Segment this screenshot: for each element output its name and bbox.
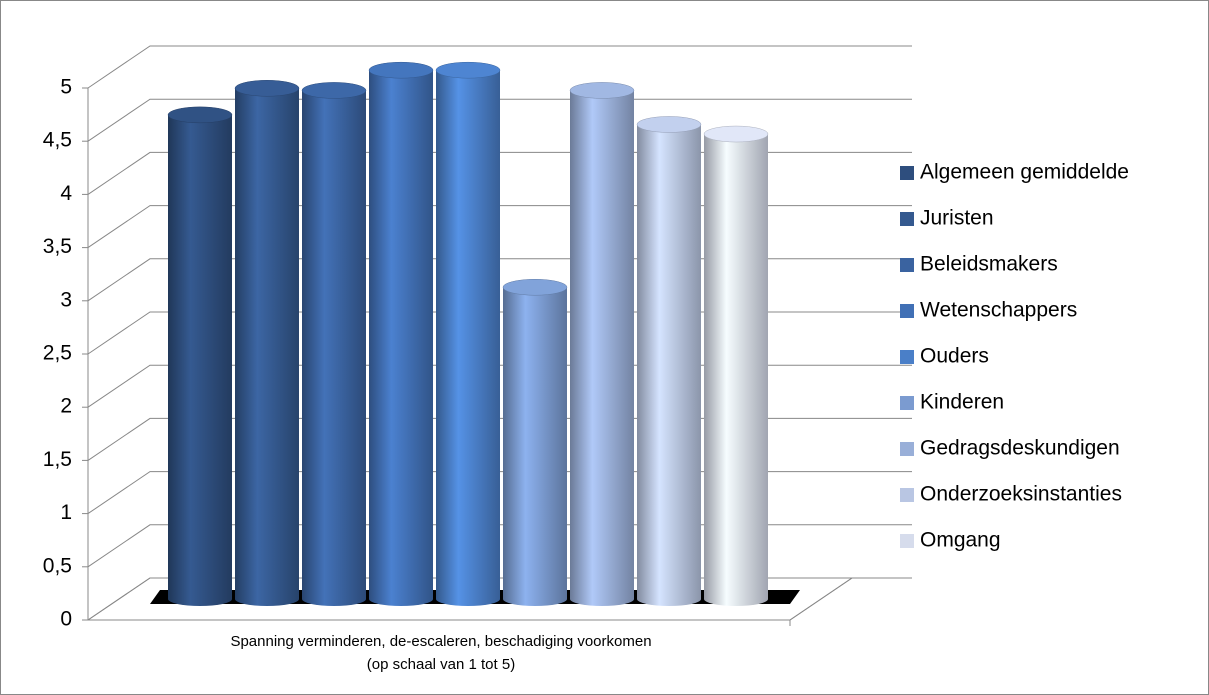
bar-top xyxy=(636,116,702,133)
bar xyxy=(570,90,634,600)
bar-top xyxy=(301,82,367,99)
bar xyxy=(369,70,433,599)
y-tick-label: 4,5 xyxy=(43,129,72,152)
y-tick-label: 5 xyxy=(60,76,72,99)
legend-swatch xyxy=(900,488,914,502)
bar-top xyxy=(569,82,635,99)
legend-label: Ouders xyxy=(920,345,989,368)
bar xyxy=(302,90,366,600)
x-axis-label: (op schaal van 1 tot 5) xyxy=(367,656,515,673)
y-tick-label: 1 xyxy=(60,501,72,524)
legend-label: Algemeen gemiddelde xyxy=(920,161,1129,184)
legend-swatch xyxy=(900,166,914,180)
grid-line xyxy=(87,45,912,89)
legend-swatch xyxy=(900,534,914,548)
legend-swatch xyxy=(900,350,914,364)
bar xyxy=(637,124,701,600)
bar xyxy=(235,88,299,599)
legend-swatch xyxy=(900,258,914,272)
bar-top xyxy=(703,125,769,143)
y-tick-label: 1,5 xyxy=(43,448,72,471)
bar xyxy=(503,287,567,599)
y-tick-label: 3 xyxy=(60,288,72,311)
legend-swatch xyxy=(900,396,914,410)
y-tick-label: 0,5 xyxy=(43,554,72,577)
y-tick-label: 4 xyxy=(60,182,72,205)
bar-top xyxy=(368,61,434,79)
legend-label: Kinderen xyxy=(920,391,1004,414)
x-tick-label: Spanning verminderen, de-escaleren, besc… xyxy=(230,633,651,650)
legend-label: Beleidsmakers xyxy=(920,253,1058,276)
grid-line xyxy=(87,98,912,142)
legend-label: Gedragsdeskundigen xyxy=(920,437,1120,460)
legend-swatch xyxy=(900,442,914,456)
y-tick-label: 2,5 xyxy=(43,342,72,365)
legend-swatch xyxy=(900,212,914,226)
bar-top xyxy=(234,80,300,97)
legend-swatch xyxy=(900,304,914,318)
bar xyxy=(704,134,768,600)
legend-label: Wetenschappers xyxy=(920,299,1077,322)
legend-label: Juristen xyxy=(920,207,994,230)
bar xyxy=(436,70,500,599)
bar-top xyxy=(502,278,568,296)
legend-label: Omgang xyxy=(920,529,1001,552)
y-tick-label: 2 xyxy=(60,395,72,418)
legend-label: Onderzoeksinstanties xyxy=(920,483,1122,506)
y-tick-label: 3,5 xyxy=(43,235,72,258)
y-tick-label: 0 xyxy=(60,608,72,631)
bar xyxy=(168,114,232,599)
bar-top xyxy=(167,106,233,124)
floor-edge xyxy=(789,577,853,621)
bar-top xyxy=(435,61,501,79)
